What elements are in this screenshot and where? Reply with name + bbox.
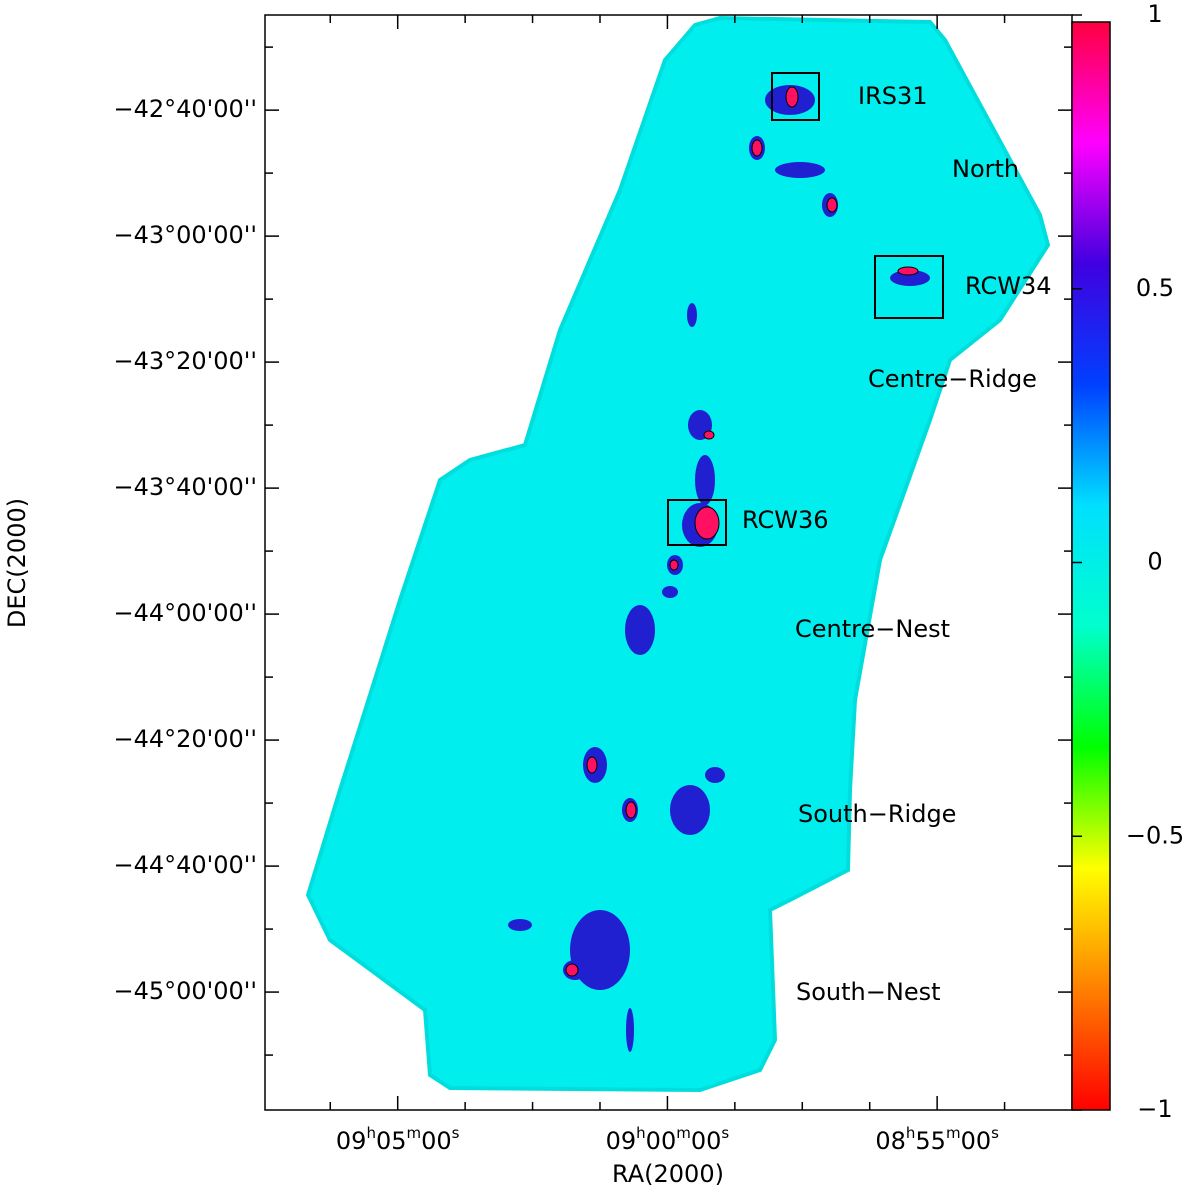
y-tick-label: −43°20'00'' — [113, 347, 257, 375]
annotation: RCW34 — [965, 272, 1052, 300]
colorbar-tick-label: 0.5 — [1136, 274, 1174, 302]
colorbar-tick-label: −0.5 — [1126, 821, 1184, 849]
colorbar-tick-label: 0 — [1147, 548, 1162, 576]
y-axis-label: DEC(2000) — [3, 498, 31, 628]
annotation: Centre−Ridge — [868, 365, 1037, 393]
y-tick-label: −44°20'00'' — [113, 725, 257, 753]
x-tick-label: 09h05m00s — [336, 1124, 460, 1156]
colorbar — [1071, 21, 1111, 1111]
annotation: Centre−Nest — [795, 615, 950, 643]
y-tick-label: −44°00'00'' — [113, 599, 257, 627]
x-axis-label: RA(2000) — [612, 1160, 724, 1188]
y-tick-label: −43°00'00'' — [113, 221, 257, 249]
colorbar-tick-label: −1 — [1137, 1095, 1172, 1123]
colorbar-tick-label: 1 — [1147, 0, 1162, 28]
y-tick-label: −45°00'00'' — [113, 977, 257, 1005]
annotation: South−Ridge — [798, 800, 956, 828]
region-boxes — [667, 72, 944, 546]
peaks — [565, 86, 919, 977]
annotations: IRS31 North RCW34 Centre−Ridge RCW36 Cen… — [742, 82, 1052, 1006]
footprint — [305, 15, 1051, 1093]
map — [305, 15, 1051, 1093]
annotation: IRS31 — [858, 82, 928, 110]
annotation: North — [952, 155, 1019, 183]
y-tick-label: −44°40'00'' — [113, 851, 257, 879]
y-tick-label: −43°40'00'' — [113, 473, 257, 501]
x-tick-label: 08h55m00s — [875, 1124, 999, 1156]
annotation: South−Nest — [796, 978, 941, 1006]
annotation: RCW36 — [742, 506, 829, 534]
y-tick-label: −42°40'00'' — [113, 95, 257, 123]
x-tick-label: 09h00m00s — [606, 1124, 730, 1156]
